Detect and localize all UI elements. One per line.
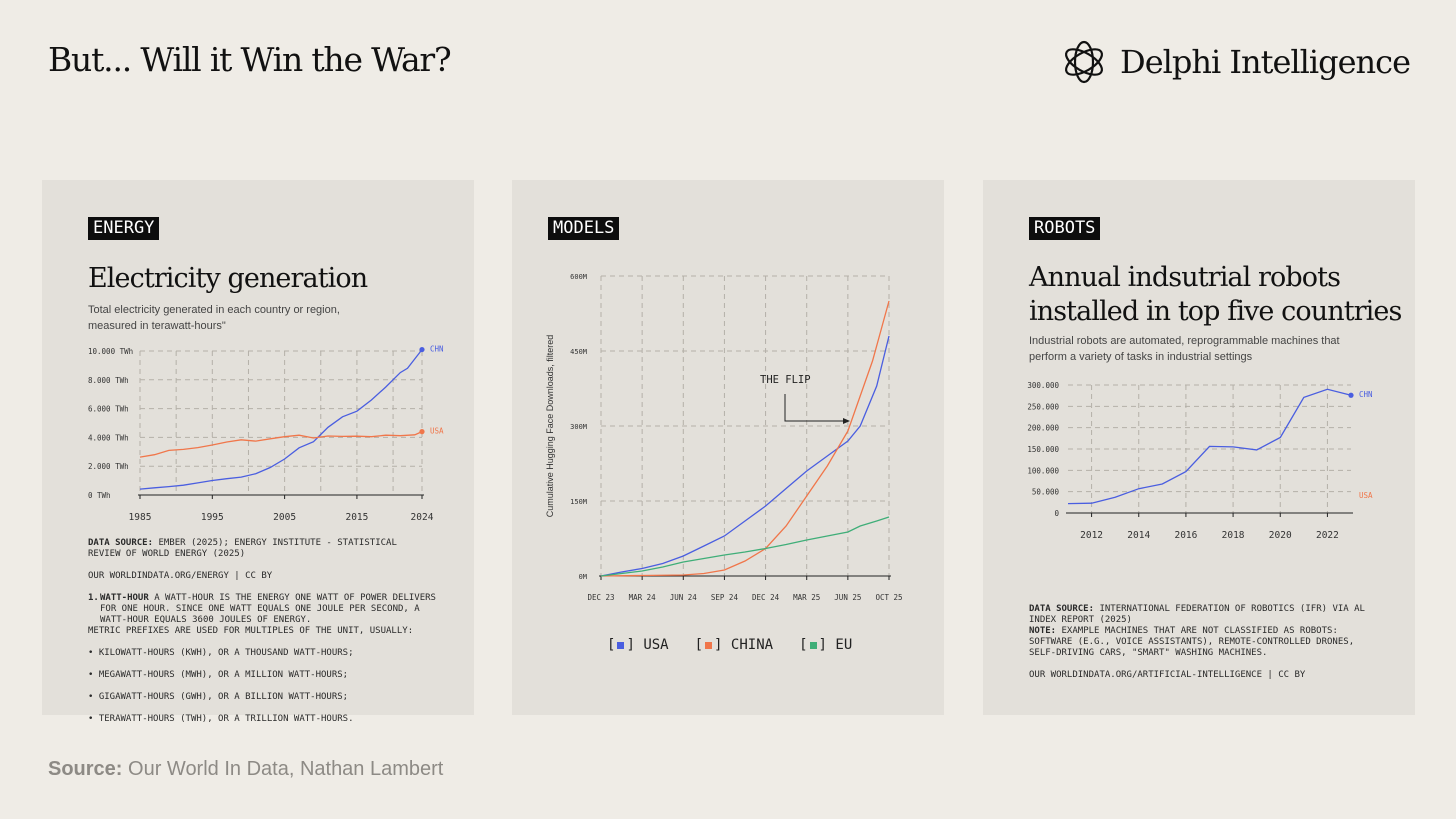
energy-chart: 0 TWh 2.000 TWh 4.000 TWh 6.000 TWh 8.000 TW… — [88, 345, 444, 523]
legend-swatch-usa — [617, 641, 625, 649]
y-tick-label: 50.000 — [1032, 488, 1060, 497]
legend-item-china: [] CHINA — [694, 637, 774, 653]
series-line-usa — [600, 335, 890, 577]
x-tick-label: 2015 — [345, 512, 368, 523]
x-tick-label: 2012 — [1080, 530, 1103, 541]
y-tick-label: 0M — [579, 573, 587, 581]
energy-prefix-note: METRIC PREFIXES ARE USED FOR MULTIPLES O… — [88, 626, 414, 636]
y-tick-label: 100.000 — [1027, 466, 1059, 475]
y-tick-label: 10.000 TWh — [88, 347, 133, 356]
x-tick-label: 2014 — [1127, 530, 1150, 541]
y-axis-title: Cumulative Hugging Face Downloads, filte… — [545, 335, 555, 518]
legend-item-usa: [] USA — [607, 637, 669, 653]
x-tick-label: MAR 25 — [793, 593, 820, 602]
robots-panel: ROBOTS Annual indsutrial robots installe… — [983, 180, 1415, 715]
series-line-chn — [139, 349, 423, 490]
series-end-point-chn — [1348, 392, 1354, 398]
series-line-usa — [139, 431, 423, 458]
robots-note: NOTE: EXAMPLE MACHINES THAT ARE NOT CLAS… — [1029, 626, 1355, 658]
energy-data-source: DATA SOURCE: EMBER (2025); ENERGY INSTIT… — [88, 538, 433, 560]
data-source-text: EMBER (2025); ENERGY INSTITUTE - STATIST… — [88, 538, 397, 559]
x-tick-label: 2016 — [1174, 530, 1197, 541]
models-chart: 0M 150M 300M 450M 600M DEC 23 MAR 24 JUN 24 SEP … — [545, 273, 903, 602]
robots-attribution: OUR WORLDINDATA.ORG/ARTIFICIAL-INTELLIGE… — [1029, 670, 1306, 680]
models-panel: MODELS 0M 150M 300M 450M 600M DEC 23 MAR 24 JUN… — [512, 180, 944, 715]
energy-panel: ENERGY Electricity generation Total elec… — [42, 180, 474, 724]
flip-arrowhead — [843, 418, 850, 424]
page-title: But... Will it Win the War? — [48, 40, 452, 79]
series-end-point-chn — [419, 346, 425, 353]
footnote-label: WATT-HOUR — [100, 593, 149, 603]
y-tick-label: 250.000 — [1027, 402, 1059, 411]
flip-annotation: THE FLIP — [760, 374, 811, 386]
y-tick-label: 6.000 TWh — [88, 405, 129, 414]
legend-item-eu: [] EU — [799, 637, 853, 653]
brand-name: Delphi Intelligence — [1120, 43, 1411, 81]
energy-subtitle: Total electricity generated in each coun… — [88, 304, 340, 332]
series-end-point-usa — [419, 429, 425, 435]
robots-title: Annual indsutrial robots installed in to… — [1029, 262, 1402, 327]
x-tick-label: 1995 — [201, 512, 224, 523]
models-tag: MODELS — [548, 217, 620, 240]
y-tick-label: 4.000 TWh — [88, 433, 129, 442]
x-tick-label: 2024 — [411, 512, 434, 523]
x-tick-label: JUN 25 — [834, 593, 861, 602]
energy-footnote: 1. WATT-HOUR A WATT-HOUR IS THE ENERGY ON… — [88, 593, 443, 626]
x-tick-label: OCT 25 — [875, 593, 902, 602]
source-credit: Source: Our World In Data, Nathan Lamber… — [48, 758, 444, 780]
flip-arrow — [784, 394, 847, 422]
delphi-logo-icon — [1065, 40, 1104, 84]
footnote-number: 1. — [88, 593, 99, 603]
y-tick-label: 2.000 TWh — [88, 462, 129, 471]
y-tick-label: 300.000 — [1027, 381, 1059, 390]
x-tick-label: 2005 — [273, 512, 296, 523]
y-tick-label: 200.000 — [1027, 424, 1059, 433]
robots-data-source: DATA SOURCE: INTERNATIONAL FEDERATION OF… — [1029, 604, 1365, 625]
y-tick-label: 0 TWh — [88, 491, 111, 500]
y-tick-label: 450M — [570, 348, 587, 356]
list-item: • KILOWATT-HOURS (KWH), OR A THOUSAND WA… — [88, 648, 354, 658]
y-tick-label: 0 — [1054, 509, 1059, 518]
list-item: • MEGAWATT-HOURS (MWH), OR A MILLION WAT… — [88, 670, 349, 680]
x-tick-label: 2022 — [1316, 530, 1339, 541]
x-tick-label: DEC 24 — [752, 593, 780, 602]
legend-swatch-eu — [809, 641, 817, 649]
series-line-china — [600, 300, 890, 577]
series-line-chn — [1067, 388, 1352, 505]
x-tick-label: SEP 24 — [711, 593, 739, 602]
series-label-chn: CHN — [1359, 390, 1373, 399]
energy-title: Electricity generation — [88, 263, 368, 294]
list-item: • TERAWATT-HOURS (TWH), OR A TRILLION WA… — [88, 714, 354, 724]
y-tick-label: 150.000 — [1027, 445, 1059, 454]
robots-subtitle: Industrial robots are automated, reprogr… — [1029, 335, 1340, 363]
y-tick-label: 150M — [570, 498, 587, 506]
series-label-usa: USA — [1359, 491, 1373, 500]
energy-attribution: OUR WORLDINDATA.ORG/ENERGY | CC BY — [88, 571, 273, 581]
x-tick-label: MAR 24 — [629, 593, 657, 602]
y-tick-label: 300M — [570, 423, 587, 431]
list-item: • GIGAWATT-HOURS (GWH), OR A BILLION WAT… — [88, 692, 349, 702]
series-label-usa: USA — [430, 427, 444, 436]
x-tick-label: 2018 — [1222, 530, 1245, 541]
data-source-label: DATA SOURCE: — [88, 538, 154, 548]
x-tick-label: DEC 23 — [587, 593, 614, 602]
energy-tag: ENERGY — [88, 217, 160, 240]
y-tick-label: 8.000 TWh — [88, 376, 129, 385]
x-tick-label: 2020 — [1269, 530, 1292, 541]
brand: Delphi Intelligence — [1060, 38, 1411, 86]
robots-tag: ROBOTS — [1029, 217, 1101, 240]
x-tick-label: JUN 24 — [670, 593, 698, 602]
models-legend: [] USA [] CHINA [] EU — [607, 637, 852, 653]
y-tick-label: 600M — [570, 273, 587, 281]
energy-prefix-list: • KILOWATT-HOURS (KWH), OR A THOUSAND WA… — [88, 637, 354, 736]
footnote-text: A WATT-HOUR IS THE ENERGY ONE WATT OF PO… — [100, 593, 436, 625]
series-line-eu — [600, 516, 890, 577]
robots-chart: 0 50.000 100.000 150.000 200.000 250.000 300.0… — [1027, 381, 1373, 541]
x-tick-label: 1985 — [129, 512, 152, 523]
legend-swatch-china — [705, 641, 713, 649]
series-label-chn: CHN — [430, 345, 444, 354]
